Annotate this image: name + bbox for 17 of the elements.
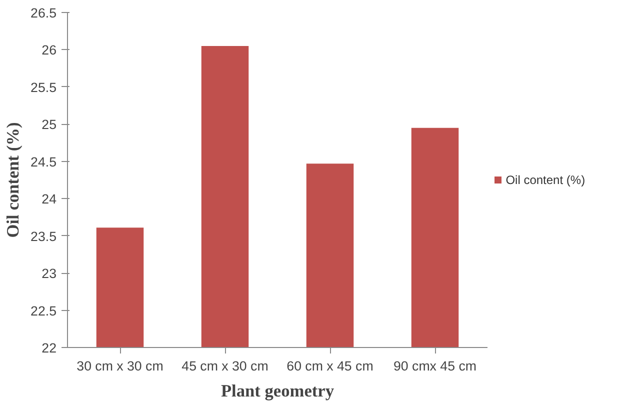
y-tick-label: 24.5 — [30, 154, 57, 170]
y-tick-label: 25.5 — [30, 80, 57, 95]
x-tick-label: 45 cm x 30 cm — [182, 358, 268, 374]
y-axis-title: Oil content (%) — [4, 122, 23, 238]
y-tick-label: 26 — [42, 42, 57, 58]
y-tick-label: 26.5 — [30, 6, 57, 20]
y-tick-label: 23.5 — [30, 228, 57, 244]
x-axis-title: Plant geometry — [220, 382, 334, 400]
y-tick-label: 24 — [42, 192, 58, 207]
x-tick-label: 30 cm x 30 cm — [76, 358, 164, 374]
x-tick-label: 90 cmx 45 cm — [394, 358, 476, 374]
y-tick-label: 25 — [42, 117, 57, 132]
x-tick-label: 60 cm x 45 cm — [286, 358, 374, 374]
y-tick-label: 22 — [42, 340, 57, 356]
y-tick-label: 23 — [42, 266, 57, 282]
legend-label: Oil content (%) — [506, 173, 586, 187]
y-tick-label: 22.5 — [30, 303, 57, 318]
